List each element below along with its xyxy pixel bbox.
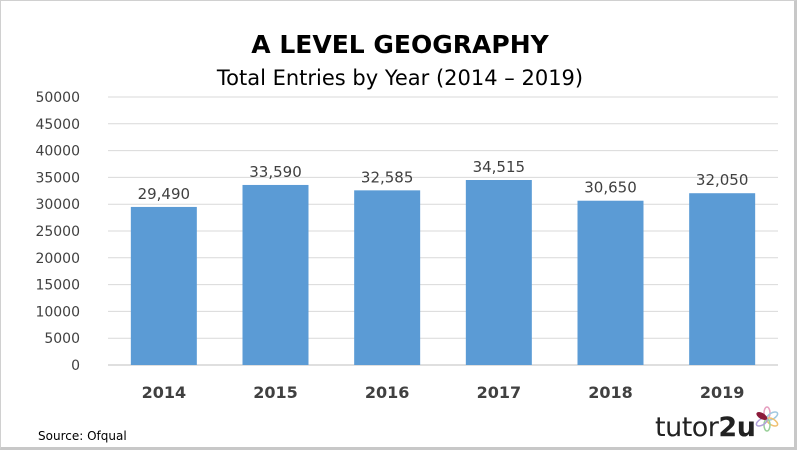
data-label: 32,585 xyxy=(361,168,414,186)
x-tick-label: 2017 xyxy=(477,383,522,402)
x-tick-label: 2016 xyxy=(365,383,410,402)
bar xyxy=(577,200,644,365)
data-label: 30,650 xyxy=(584,179,637,197)
y-tick-label: 40000 xyxy=(35,144,80,160)
x-tick-label: 2019 xyxy=(700,383,745,402)
chart-subtitle: Total Entries by Year (2014 – 2019) xyxy=(216,66,584,90)
source-note: Source: Ofqual xyxy=(38,429,127,443)
y-tick-label: 35000 xyxy=(35,170,80,186)
data-label: 29,490 xyxy=(138,185,191,203)
bar xyxy=(689,193,756,365)
x-tick-label: 2014 xyxy=(142,383,187,402)
flower-logo-icon xyxy=(755,406,779,432)
data-label: 33,590 xyxy=(249,163,302,181)
bar xyxy=(130,206,197,365)
data-label: 34,515 xyxy=(473,158,526,176)
bar xyxy=(242,184,309,365)
y-tick-label: 15000 xyxy=(35,278,80,294)
bar xyxy=(465,179,532,365)
x-tick-label: 2015 xyxy=(253,383,298,402)
y-tick-label: 50000 xyxy=(35,90,80,106)
bar xyxy=(354,190,421,365)
y-tick-label: 10000 xyxy=(35,304,80,320)
chart-title: A LEVEL GEOGRAPHY xyxy=(251,30,549,59)
tutor2u-logo: tutor2u xyxy=(655,412,756,443)
y-tick-label: 0 xyxy=(71,358,80,374)
x-tick-label: 2018 xyxy=(588,383,633,402)
data-label: 32,050 xyxy=(696,171,749,189)
y-tick-label: 45000 xyxy=(35,117,80,133)
y-tick-label: 25000 xyxy=(35,224,80,240)
y-tick-label: 30000 xyxy=(35,197,80,213)
y-tick-label: 20000 xyxy=(35,251,80,267)
y-tick-label: 5000 xyxy=(44,331,80,347)
